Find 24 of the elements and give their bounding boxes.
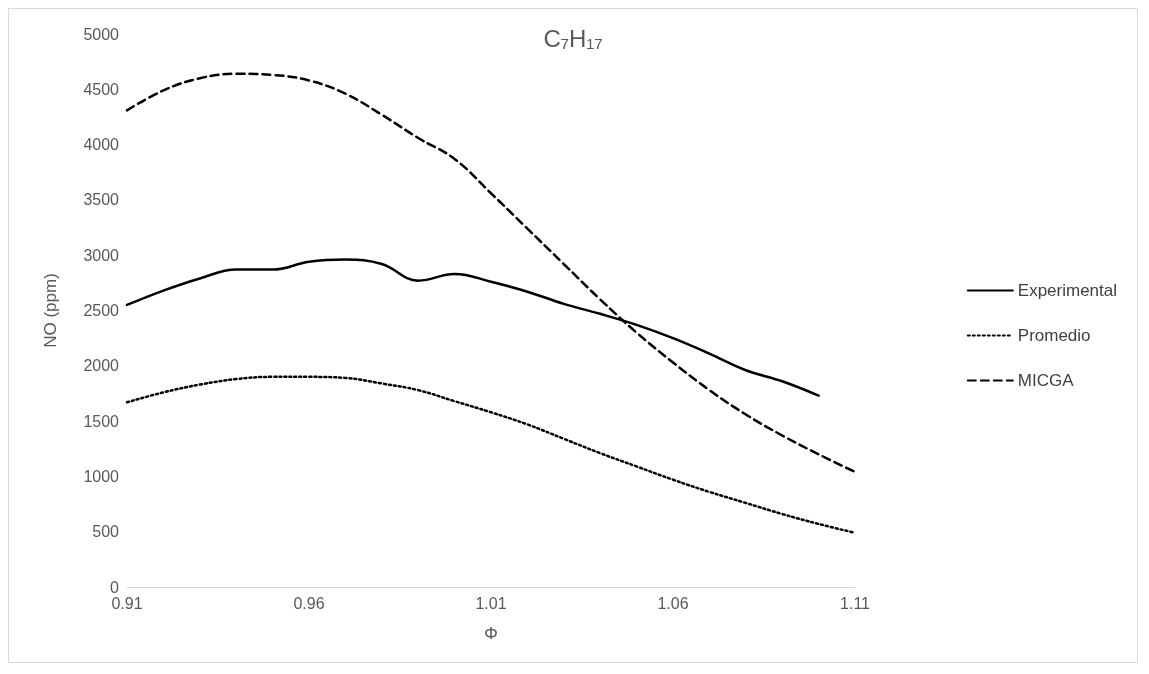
legend-label: MICGA	[1017, 371, 1075, 390]
y-tick-label: 3000	[83, 246, 120, 264]
x-tick-label: 0.96	[293, 594, 325, 612]
y-tick-label: 2000	[83, 357, 120, 375]
x-tick-label: 1.11	[840, 594, 871, 612]
legend-label: Promedio	[1017, 326, 1091, 345]
y-tick-label: 500	[92, 523, 120, 541]
y-tick-label: 3500	[83, 191, 120, 209]
y-tick-label: 5000	[83, 25, 120, 43]
y-axis-title: NO (ppm)	[41, 273, 60, 348]
y-tick-label: 4500	[83, 80, 120, 98]
legend-label: Experimental	[1017, 281, 1118, 300]
y-tick-label: 1500	[83, 412, 120, 430]
y-tick-label: 4000	[83, 136, 120, 154]
y-tick-label: 0	[110, 578, 120, 596]
y-tick-label: 1000	[83, 467, 120, 485]
x-tick-label: 1.01	[475, 594, 507, 612]
x-axis-title: Φ	[484, 624, 498, 643]
x-tick-label: 0.91	[111, 594, 143, 612]
x-tick-label: 1.06	[657, 594, 689, 612]
y-tick-label: 2500	[83, 302, 120, 319]
chart-title: C₇H₁₇	[543, 24, 603, 52]
line-series	[125, 375, 857, 535]
line-series	[125, 72, 857, 474]
